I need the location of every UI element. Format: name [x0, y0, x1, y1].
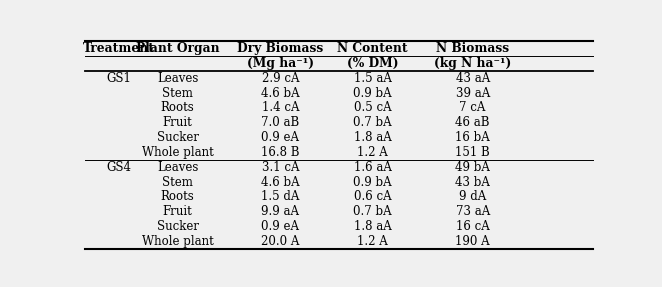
Text: Dry Biomass: Dry Biomass [237, 42, 324, 55]
Text: 0.7 bA: 0.7 bA [354, 205, 392, 218]
Text: 49 bA: 49 bA [455, 161, 490, 174]
Text: Leaves: Leaves [157, 161, 199, 174]
Text: 0.9 bA: 0.9 bA [354, 86, 392, 100]
Text: 0.6 cA: 0.6 cA [354, 190, 391, 203]
Text: 20.0 A: 20.0 A [261, 235, 299, 248]
Text: Sucker: Sucker [157, 131, 199, 144]
Text: 1.5 aA: 1.5 aA [354, 72, 391, 85]
Text: 46 aB: 46 aB [455, 116, 490, 129]
Text: Sucker: Sucker [157, 220, 199, 233]
Text: 190 A: 190 A [455, 235, 490, 248]
Text: 73 aA: 73 aA [455, 205, 490, 218]
Text: 39 aA: 39 aA [455, 86, 490, 100]
Text: 0.9 eA: 0.9 eA [261, 220, 299, 233]
Text: 4.6 bA: 4.6 bA [261, 86, 300, 100]
Text: 1.8 aA: 1.8 aA [354, 131, 391, 144]
Text: 0.9 eA: 0.9 eA [261, 131, 299, 144]
Text: 43 aA: 43 aA [455, 72, 490, 85]
Text: 151 B: 151 B [455, 146, 490, 159]
Text: Whole plant: Whole plant [142, 235, 214, 248]
Text: 16.8 B: 16.8 B [261, 146, 299, 159]
Text: (Mg ha⁻¹): (Mg ha⁻¹) [247, 57, 314, 70]
Text: 1.2 A: 1.2 A [357, 235, 388, 248]
Text: GS1: GS1 [106, 72, 131, 85]
Text: 0.5 cA: 0.5 cA [354, 101, 391, 114]
Text: 1.8 aA: 1.8 aA [354, 220, 391, 233]
Text: Plant Organ: Plant Organ [136, 42, 220, 55]
Text: 1.5 dA: 1.5 dA [261, 190, 299, 203]
Text: Roots: Roots [161, 190, 195, 203]
Text: (kg N ha⁻¹): (kg N ha⁻¹) [434, 57, 511, 70]
Text: 16 bA: 16 bA [455, 131, 490, 144]
Text: 1.6 aA: 1.6 aA [354, 161, 391, 174]
Text: 2.9 cA: 2.9 cA [261, 72, 299, 85]
Text: Stem: Stem [162, 86, 193, 100]
Text: 0.7 bA: 0.7 bA [354, 116, 392, 129]
Text: Stem: Stem [162, 176, 193, 189]
Text: GS4: GS4 [106, 161, 131, 174]
Text: 43 bA: 43 bA [455, 176, 490, 189]
Text: 3.1 cA: 3.1 cA [261, 161, 299, 174]
Text: Treatment: Treatment [83, 42, 155, 55]
Text: Leaves: Leaves [157, 72, 199, 85]
Text: Fruit: Fruit [163, 205, 193, 218]
Text: 0.9 bA: 0.9 bA [354, 176, 392, 189]
Text: N Biomass: N Biomass [436, 42, 509, 55]
Text: N Content: N Content [338, 42, 408, 55]
Text: 4.6 bA: 4.6 bA [261, 176, 300, 189]
Text: 1.2 A: 1.2 A [357, 146, 388, 159]
Text: 7.0 aB: 7.0 aB [261, 116, 299, 129]
Text: 9.9 aA: 9.9 aA [261, 205, 299, 218]
Text: 9 dA: 9 dA [459, 190, 487, 203]
Text: (% DM): (% DM) [347, 57, 399, 70]
Text: Fruit: Fruit [163, 116, 193, 129]
Text: Whole plant: Whole plant [142, 146, 214, 159]
Text: 7 cA: 7 cA [459, 101, 486, 114]
Text: Roots: Roots [161, 101, 195, 114]
Text: 16 cA: 16 cA [456, 220, 489, 233]
Text: 1.4 cA: 1.4 cA [261, 101, 299, 114]
